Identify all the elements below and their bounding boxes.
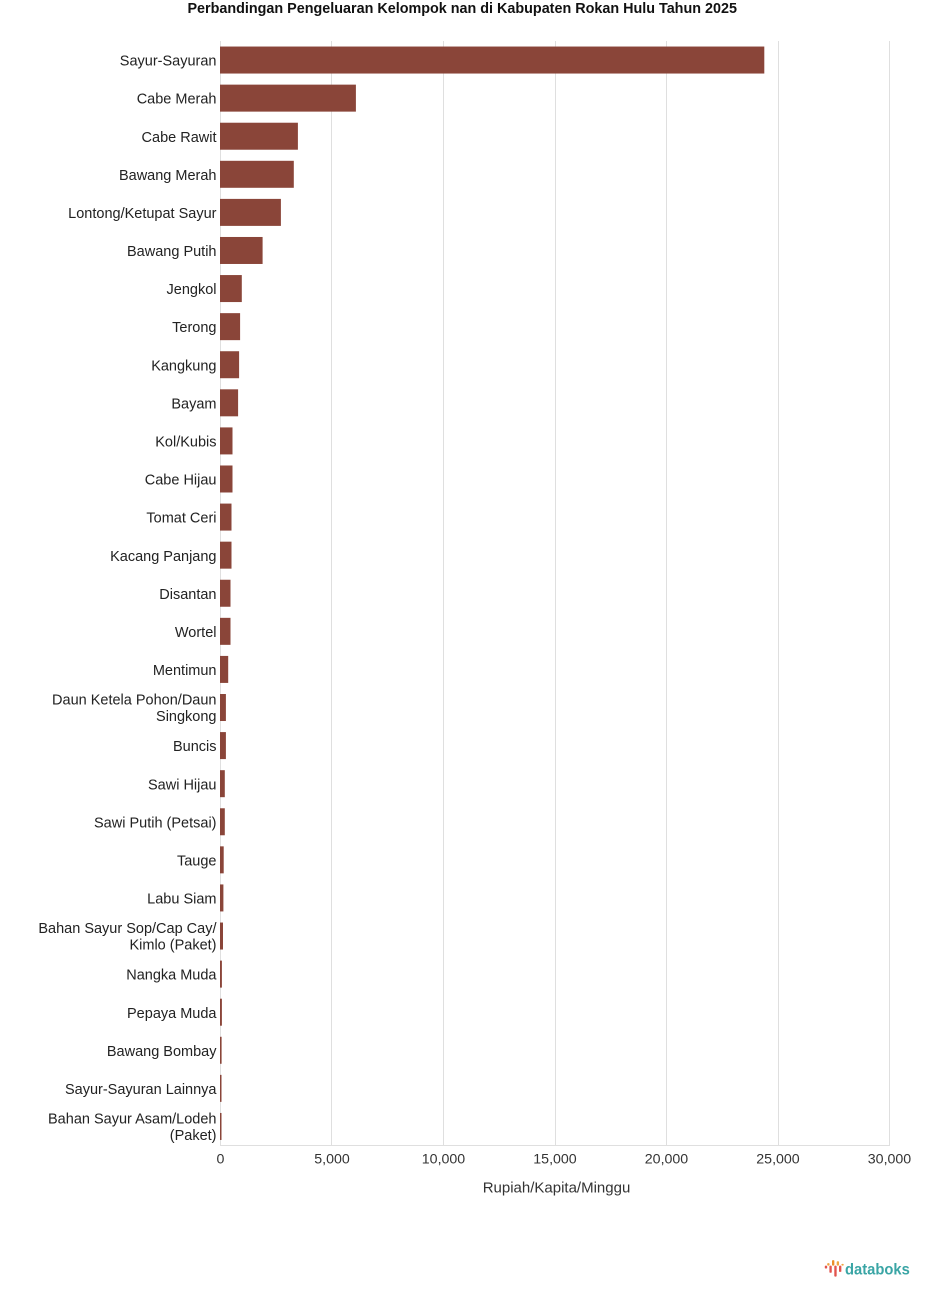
svg-text:Pepaya Muda: Pepaya Muda [127, 1006, 217, 1022]
svg-text:Lontong/Ketupat Sayur: Lontong/Ketupat Sayur [68, 206, 217, 222]
svg-text:0: 0 [217, 1152, 225, 1168]
svg-text:Kimlo (Paket): Kimlo (Paket) [129, 938, 216, 954]
svg-text:Kol/Kubis: Kol/Kubis [155, 435, 216, 451]
svg-text:Labu Siam: Labu Siam [147, 892, 216, 908]
svg-text:25,000: 25,000 [756, 1152, 800, 1168]
svg-text:Terong: Terong [172, 320, 216, 336]
svg-text:Cabe Merah: Cabe Merah [137, 92, 217, 108]
svg-text:Jengkol: Jengkol [167, 282, 217, 298]
svg-text:Bawang Bombay: Bawang Bombay [107, 1044, 217, 1060]
svg-text:Bahan Sayur Asam/Lodeh: Bahan Sayur Asam/Lodeh [48, 1112, 216, 1128]
svg-text:Sawi Hijau: Sawi Hijau [148, 777, 217, 793]
svg-text:Cabe Rawit: Cabe Rawit [142, 130, 217, 146]
svg-text:Nangka Muda: Nangka Muda [126, 968, 217, 984]
svg-text:20,000: 20,000 [645, 1152, 689, 1168]
svg-text:Wortel: Wortel [175, 625, 217, 641]
svg-text:Mentimun: Mentimun [153, 663, 217, 679]
svg-text:Sayur-Sayuran: Sayur-Sayuran [120, 54, 217, 70]
svg-text:30,000: 30,000 [868, 1152, 912, 1168]
svg-text:Kacang Panjang: Kacang Panjang [110, 549, 216, 565]
svg-text:Daun Ketela Pohon/Daun: Daun Ketela Pohon/Daun [52, 693, 216, 709]
svg-text:databoks: databoks [845, 1262, 910, 1279]
svg-text:Perbandingan Pengeluaran Kelom: Perbandingan Pengeluaran Kelompok nan di… [187, 1, 737, 17]
svg-text:Kangkung: Kangkung [151, 358, 216, 374]
svg-text:Disantan: Disantan [159, 587, 216, 603]
svg-text:Tauge: Tauge [177, 854, 217, 870]
svg-text:10,000: 10,000 [422, 1152, 466, 1168]
svg-text:Tomat Ceri: Tomat Ceri [146, 511, 216, 527]
svg-text:Bawang Merah: Bawang Merah [119, 168, 217, 184]
svg-text:Sayur-Sayuran Lainnya: Sayur-Sayuran Lainnya [65, 1082, 217, 1098]
svg-text:Bahan Sayur Sop/Cap Cay/: Bahan Sayur Sop/Cap Cay/ [38, 921, 217, 937]
svg-text:15,000: 15,000 [533, 1152, 577, 1168]
svg-text:Buncis: Buncis [173, 739, 217, 755]
svg-text:Singkong: Singkong [156, 709, 216, 725]
svg-text:Rupiah/Kapita/Minggu: Rupiah/Kapita/Minggu [483, 1179, 631, 1196]
svg-text:Bayam: Bayam [171, 396, 216, 412]
svg-text:Sawi Putih (Petsai): Sawi Putih (Petsai) [94, 815, 217, 831]
svg-text:Cabe Hijau: Cabe Hijau [145, 473, 217, 489]
svg-text:Bawang Putih: Bawang Putih [127, 244, 216, 260]
svg-text:(Paket): (Paket) [170, 1128, 217, 1144]
svg-text:5,000: 5,000 [314, 1152, 350, 1168]
